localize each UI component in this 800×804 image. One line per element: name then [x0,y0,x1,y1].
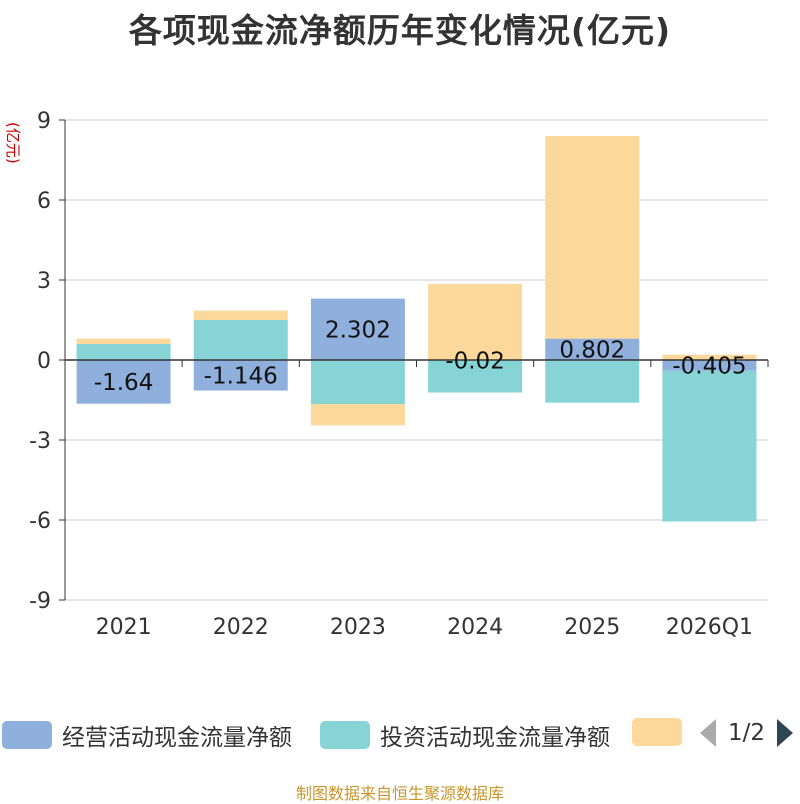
x-tick-label: 2021 [96,615,152,640]
y-tick-label: -9 [29,589,51,614]
y-tick-label: 3 [37,269,51,294]
x-tick-label: 2023 [330,615,386,640]
bar-investing-2022 [193,320,288,360]
chart-canvas: -9 -6 -3 0 3 6 9 (亿元) 2021 2022 2023 2024 2025 2026Q1… [4,109,769,640]
legend-label-operating: 经营活动现金流量净额 [62,725,292,751]
legend-swatch-operating [2,721,52,749]
data-label-operating: 0.802 [559,337,625,363]
legend: 经营活动现金流量净额 投资活动现金流量净额 1/2 [0,712,800,756]
bar-operating-2025 [545,338,640,360]
legend-prev-icon[interactable] [700,719,716,747]
legend-item-financing[interactable] [632,718,692,746]
legend-page-indicator: 1/2 [728,720,766,746]
legend-item-operating[interactable]: 经营活动现金流量净额 [2,718,292,752]
data-label-operating: -0.02 [445,348,505,374]
legend-swatch-investing [320,721,370,749]
y-axis-unit-label: (亿元) [4,122,22,164]
legend-swatch-financing [632,718,682,746]
legend-pager: 1/2 [700,718,794,748]
x-tick-label: 2024 [447,615,503,640]
data-label-operating: 2.302 [325,317,391,343]
y-tick-label: 0 [37,349,51,374]
legend-label-investing: 投资活动现金流量净额 [380,725,610,751]
source-footer: 制图数据来自恒生聚源数据库 [295,784,504,803]
bar-financing-2022 [193,310,288,320]
y-tick-label: -3 [29,429,51,454]
bar-operating-2022 [193,360,288,391]
bar-operating-2023 [310,298,405,360]
bar-investing-2021 [76,344,171,360]
data-label-operating: -0.405 [672,353,746,379]
x-tick-label: 2026Q1 [666,615,753,640]
y-tick-label: 9 [37,109,51,134]
y-tick-label: 6 [37,189,51,214]
bar-financing-2026Q1 [662,354,757,360]
bar-operating-2026Q1 [662,360,757,371]
bar-investing-2023 [310,360,405,404]
chart-title: 各项现金流净额历年变化情况(亿元) [128,11,672,50]
bar-financing-2023 [310,404,405,426]
x-tick-label: 2025 [564,615,620,640]
bar-financing-2025 [545,135,640,339]
bar-investing-2025 [545,360,640,403]
bar-investing-2026Q1 [662,370,757,522]
bar-financing-2024 [428,284,523,360]
y-tick-label: -6 [29,509,51,534]
x-tick-label: 2022 [213,615,269,640]
bar-investing-2024 [428,360,523,393]
data-label-operating: -1.64 [94,370,154,396]
bar-financing-2021 [76,338,171,344]
data-label-operating: -1.146 [204,363,278,389]
bar-operating-2021 [76,360,171,404]
legend-next-icon[interactable] [777,719,794,747]
legend-item-investing[interactable]: 投资活动现金流量净额 [320,718,610,752]
